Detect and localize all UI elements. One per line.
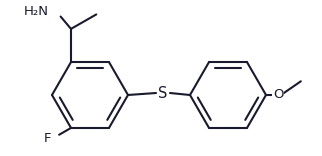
Text: O: O <box>273 88 283 102</box>
Text: F: F <box>44 132 51 145</box>
Text: H₂N: H₂N <box>24 5 49 18</box>
Text: S: S <box>158 85 168 100</box>
